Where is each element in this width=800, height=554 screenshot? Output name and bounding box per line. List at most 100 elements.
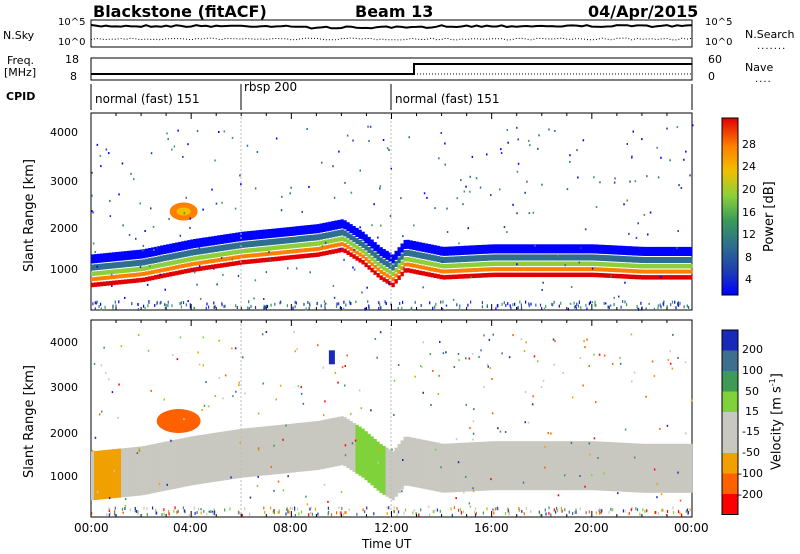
power-cell-8-3 <box>115 262 119 269</box>
velocity-speckle-172 <box>586 338 588 341</box>
power-floor-210 <box>622 300 624 303</box>
power-cell-35-2 <box>196 255 200 261</box>
power-speckle-176 <box>516 263 518 266</box>
power-cell-73-3 <box>310 234 314 241</box>
power-cell-182-4 <box>637 246 642 256</box>
power-cell-117-2 <box>442 264 446 269</box>
velocity-colorbar-block-1 <box>722 350 738 372</box>
power-cell-142-3 <box>517 254 522 261</box>
power-floor-211 <box>280 300 282 304</box>
power-cell-171-1 <box>604 267 609 272</box>
power-cell-120-0 <box>451 274 455 280</box>
power-speckle-90 <box>333 296 336 299</box>
power-cell-36-1 <box>199 260 203 265</box>
power-cell-21-0 <box>154 275 158 280</box>
power-floor-171 <box>214 305 216 308</box>
power-floor-157 <box>414 300 416 304</box>
power-cell-198-1 <box>685 269 690 274</box>
power-cell-154-0 <box>553 272 558 278</box>
power-speckle-137 <box>446 207 448 210</box>
power-floor-54 <box>143 304 145 308</box>
power-cell-22-1 <box>157 268 161 273</box>
power-speckle-125 <box>534 244 536 247</box>
power-cell-11-2 <box>124 268 128 273</box>
velocity-floor-34 <box>622 509 624 513</box>
power-floor-115 <box>551 302 553 306</box>
velocity-colorbar-block-3 <box>722 391 738 413</box>
power-speckle-160 <box>456 197 458 200</box>
power-cell-169-4 <box>598 244 603 254</box>
power-cell-63-0 <box>280 256 284 261</box>
velocity-floor-184 <box>662 508 664 512</box>
power-cell-162-0 <box>577 272 582 278</box>
power-cell-48-1 <box>235 255 239 260</box>
power-cell-103-4 <box>400 243 404 253</box>
velocity-speckle-97 <box>525 341 527 344</box>
velocity-floor-133 <box>415 512 417 516</box>
velocity-floor-88 <box>493 511 495 515</box>
power-speckle-84 <box>94 251 96 253</box>
power-speckle-0 <box>254 187 257 190</box>
power-floor-104 <box>481 301 483 305</box>
velocity-floor-5 <box>364 510 366 514</box>
power-floor-77 <box>154 304 156 307</box>
velocity-speckle-54 <box>118 383 120 386</box>
velocity-cell-145 <box>526 441 531 491</box>
power-cell-97-3 <box>382 259 386 266</box>
power-cell-100-4 <box>391 254 395 264</box>
velocity-floor-71 <box>366 506 368 510</box>
power-cell-2-1 <box>97 276 101 281</box>
velocity-speckle-169 <box>442 352 445 355</box>
velocity-speckle-247 <box>478 356 480 358</box>
velocity-speckle-224 <box>669 350 671 353</box>
power-speckle-112 <box>338 150 340 153</box>
velocity-floor-159 <box>348 508 350 512</box>
power-speckle-212 <box>100 165 102 168</box>
power-cell-72-0 <box>307 253 311 258</box>
velocity-cell-64 <box>283 424 287 474</box>
velocity-speckle-187 <box>660 493 663 496</box>
velocity-floor-197 <box>639 512 641 516</box>
velocity-cell-156 <box>559 441 564 491</box>
power-cell-160-2 <box>571 261 576 266</box>
power-floor-161 <box>264 307 266 311</box>
power-speckle-116 <box>301 210 303 213</box>
velocity-speckle-38 <box>230 476 232 479</box>
power-cell-31-3 <box>184 250 188 257</box>
power-cell-14-2 <box>133 267 137 272</box>
power-cell-68-2 <box>295 243 299 248</box>
velocity-cell-15 <box>136 446 140 496</box>
velocity-floor-189 <box>504 512 507 515</box>
power-cell-46-1 <box>229 256 233 261</box>
power-floor-39 <box>114 300 116 304</box>
velocity-speckle-34 <box>270 465 273 468</box>
power-speckle-224 <box>309 271 311 274</box>
power-cell-156-4 <box>559 244 564 254</box>
power-cell-162-2 <box>577 261 582 266</box>
power-cell-52-1 <box>247 253 251 258</box>
power-cell-33-0 <box>190 267 194 273</box>
power-floor-159 <box>486 305 488 308</box>
velocity-speckle-178 <box>360 407 362 410</box>
power-speckle-25 <box>124 296 126 299</box>
power-cell-54-3 <box>253 240 257 247</box>
power-speckle-120 <box>486 153 488 156</box>
velocity-cell-114 <box>433 442 437 492</box>
power-speckle-54 <box>460 179 462 182</box>
power-cell-10-0 <box>121 279 125 285</box>
power-cell-109-2 <box>418 259 422 264</box>
velocity-cell-186 <box>649 443 654 493</box>
power-speckle-28 <box>130 172 132 175</box>
power-speckle-141 <box>366 286 368 289</box>
velocity-speckle-92 <box>208 510 210 513</box>
power-cell-136-4 <box>499 244 503 254</box>
velocity-speckle-241 <box>617 492 619 495</box>
power-cell-28-2 <box>175 259 179 265</box>
power-cell-83-3 <box>340 229 344 236</box>
power-speckle-138 <box>657 176 660 179</box>
power-speckle-37 <box>610 275 612 278</box>
power-cell-124-0 <box>463 274 467 279</box>
power-cell-157-2 <box>562 261 567 266</box>
power-cell-42-4 <box>217 235 221 245</box>
power-floor-172 <box>164 303 166 307</box>
